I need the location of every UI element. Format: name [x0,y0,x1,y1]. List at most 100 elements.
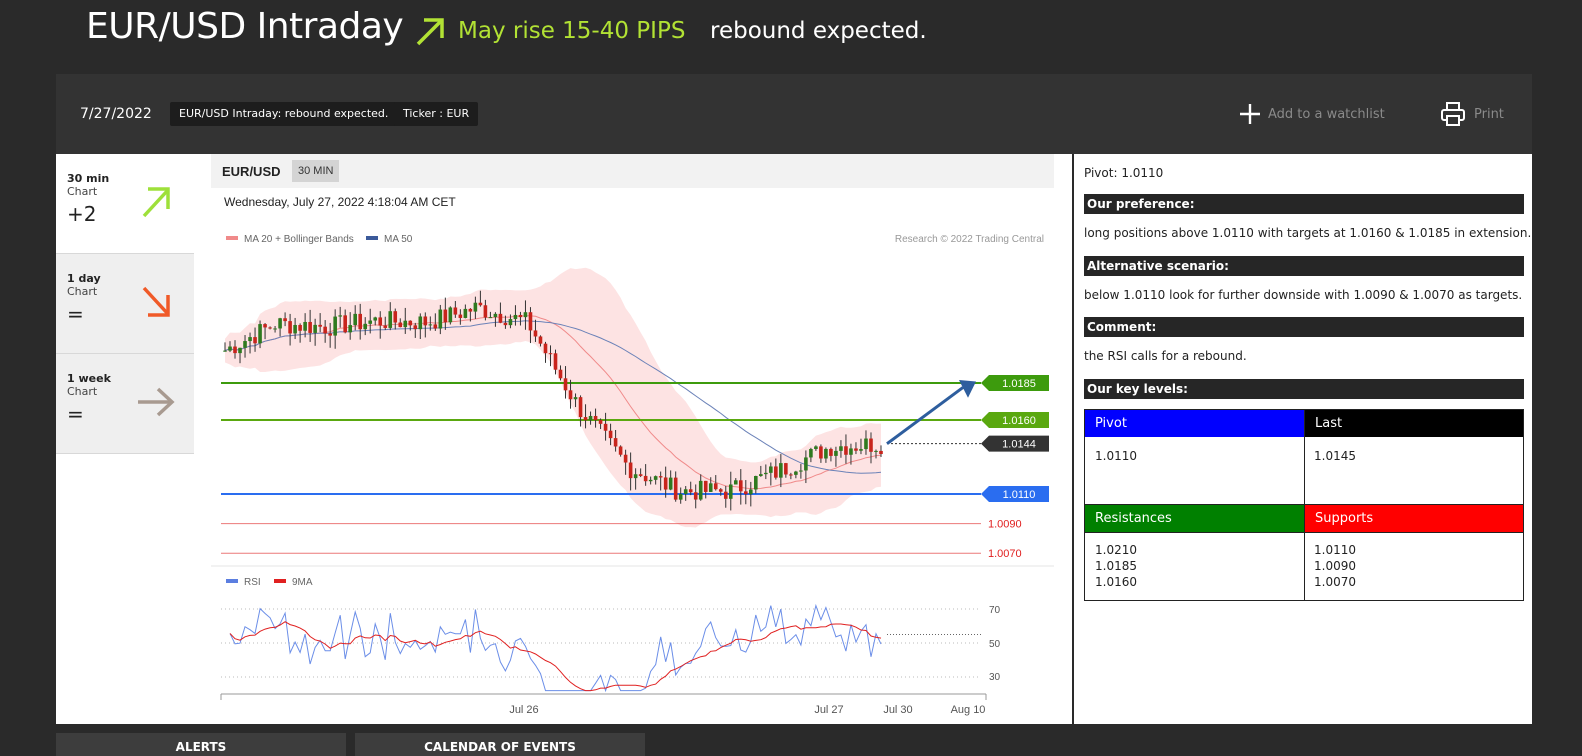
bollinger-bands [225,267,881,528]
candle-body [688,489,693,493]
candle-body [418,316,423,330]
candle-body [618,446,623,455]
candle-body [784,463,788,475]
candle-body [443,309,448,323]
candle-body [513,314,518,320]
candle-body [834,450,838,456]
candle-body [253,337,257,344]
candle-body [413,325,418,330]
candle-body [638,474,643,476]
candle-body [633,474,638,479]
level-label: 1.0070 [988,548,1022,560]
expected-move: May rise 15-40 PIPS [458,18,686,44]
last-header: Last [1304,410,1523,437]
level-label: 1.0144 [1002,439,1036,451]
candle-body [528,312,533,331]
candle-body [448,307,453,323]
candle-body [433,324,438,329]
candle-body [523,312,528,318]
rsi-legend-swatch [226,579,238,583]
rsi-legend: RSI [244,577,261,588]
candle-body [774,466,778,478]
plus-icon [1240,104,1260,124]
candle-body [358,313,363,330]
candle-body [703,480,708,492]
candle-body [503,322,508,326]
analysis-date: 7/27/2022 [80,106,152,122]
candle-body [498,313,503,323]
price-chart[interactable]: Wednesday, July 27, 2022 4:18:04 AM CET … [211,188,1054,722]
timeframe-name: 1 week [67,372,111,385]
tab-alerts[interactable]: ALERTS [56,733,346,756]
candle-body [673,477,678,500]
candle-body [238,347,242,354]
level-tag [981,375,1049,391]
preference-heading: Our preference: [1084,194,1524,214]
print-label: Print [1474,106,1504,122]
tab-calendar-of-events[interactable]: CALENDAR OF EVENTS [355,733,645,756]
candle-body [759,474,763,476]
pivot-header: Pivot [1085,410,1304,437]
candle-body [283,318,287,322]
ma20-legend-swatch [226,236,238,240]
candle-body [849,448,853,455]
timeframe-score: = [67,302,84,326]
timeframe-1week[interactable]: 1 week Chart = [56,354,194,454]
candle-body [643,475,648,482]
candle-body [453,307,458,315]
candle-body [408,320,413,326]
candle-body [538,336,543,344]
table-divider [1085,532,1523,533]
candle-body [588,415,593,421]
candle-body [353,313,357,326]
analysis-sidebar: Pivot: 1.0110 Our preference: long posit… [1072,154,1532,724]
candle-body [518,314,523,318]
candle-body [628,462,633,479]
candle-body [578,397,583,418]
candle-body [854,448,858,451]
level-label: 1.0160 [1002,415,1036,427]
candle-body [458,314,463,318]
candle-body [488,317,493,319]
table-divider [1304,410,1305,600]
candle-body [598,420,603,424]
candle-body [338,315,342,317]
rsi-9ma-line [229,621,882,692]
candle-body [348,325,352,333]
candle-body [754,475,758,490]
chart-credit: Research © 2022 Trading Central [895,234,1044,245]
candle-body [648,479,653,482]
candle-body [478,302,483,306]
rsi-line [229,603,882,693]
timeframe-30min[interactable]: 30 min Chart +2 [56,154,194,254]
print-button[interactable]: Print [1440,100,1504,128]
level-tag [981,412,1049,428]
arrow-up-right-icon [416,18,444,46]
timeframe-score: +2 [67,202,97,226]
candle-body [824,448,828,459]
forecast-arrow-line [886,386,964,445]
candle-body [779,463,783,478]
chart-area[interactable]: EUR/USD 30 MIN Wednesday, July 27, 2022 … [211,154,1054,724]
candle-body [388,311,393,328]
candle-body [804,457,808,471]
candle-body [563,378,568,391]
candle-body [333,316,337,336]
last-value: 1.0145 [1314,449,1356,463]
add-watchlist-button[interactable]: Add to a watchlist [1238,100,1385,128]
candle-body [839,446,843,451]
timeframe-name: 30 min [67,172,110,185]
candle-body [708,483,713,492]
chart-timeframe-button[interactable]: 30 MIN [292,160,340,182]
rsi-tick: 70 [989,605,1001,616]
ticker-tag[interactable]: Ticker : EUR [394,102,479,126]
ma20-legend: MA 20 + Bollinger Bands [244,234,354,245]
resistances-header: Resistances [1085,505,1304,532]
candle-body [273,328,277,330]
timeframe-1day[interactable]: 1 day Chart = [56,254,194,354]
candle-body [228,346,232,351]
arrow-down-right-icon [142,286,170,317]
candle-body [308,321,312,333]
panel-header: 7/27/2022 EUR/USD Intraday: rebound expe… [56,74,1532,154]
candle-body [438,309,443,329]
